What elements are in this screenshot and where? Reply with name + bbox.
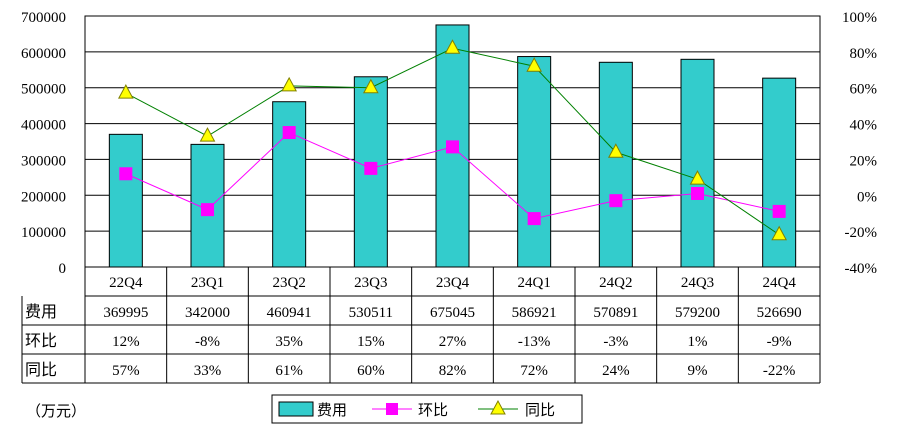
plot-border	[84, 15, 821, 268]
legend-label: 环比	[418, 401, 448, 419]
left-tick-label: 200000	[21, 189, 66, 205]
right-tick-label: -40%	[845, 261, 878, 277]
table-cell: 460941	[267, 305, 312, 321]
table-row-header: 同比	[25, 360, 57, 379]
category-label: 24Q1	[517, 275, 550, 291]
table-cell: 342000	[185, 305, 230, 321]
table-cell: 586921	[512, 305, 557, 321]
category-label: 23Q2	[272, 275, 305, 291]
table-cell: 27%	[439, 334, 467, 350]
right-tick-label: 80%	[850, 46, 878, 62]
category-label: 24Q2	[599, 275, 632, 291]
left-tick-label: 700000	[21, 10, 66, 26]
point-marker	[772, 204, 786, 218]
table-row-header: 环比	[25, 331, 57, 350]
table-cell: 675045	[430, 305, 475, 321]
table-cell: 530511	[349, 305, 393, 321]
bar	[598, 61, 633, 268]
point-marker	[446, 140, 459, 154]
bar	[680, 58, 715, 268]
point-marker	[201, 203, 214, 217]
category-label: 23Q3	[354, 275, 387, 291]
table-cell: 33%	[194, 363, 222, 379]
left-tick-label: 100000	[21, 225, 66, 241]
right-axis-ticks: -40% -20% 0% 20% 40% 60% 80% 100%	[842, 10, 877, 277]
right-tick-label: 0%	[857, 189, 877, 205]
legend: 费用 环比 同比	[271, 394, 583, 424]
point-marker	[444, 39, 461, 54]
table-cell: 61%	[275, 363, 303, 379]
category-label: 23Q1	[191, 275, 224, 291]
table-cell: 570891	[593, 305, 638, 321]
table-cell: 72%	[520, 363, 548, 379]
legend-marker-square	[386, 403, 398, 415]
point-marker	[607, 143, 624, 158]
data-table: 22Q4 23Q1 23Q2 23Q3 23Q4 24Q1 24Q2 24Q3 24Q4 费用 36…	[21, 267, 821, 384]
left-tick-label: 400000	[21, 118, 66, 134]
table-cell: 35%	[275, 334, 303, 350]
point-marker	[526, 57, 543, 72]
legend-marker-triangle	[490, 399, 506, 415]
point-marker	[281, 76, 298, 92]
bar	[108, 133, 143, 268]
category-label: 24Q4	[762, 275, 796, 291]
right-tick-label: -20%	[845, 225, 878, 241]
point-marker	[362, 78, 379, 94]
table-cell: -22%	[763, 363, 796, 379]
point-marker	[119, 167, 133, 181]
point-marker	[609, 194, 623, 208]
left-tick-label: 600000	[21, 46, 66, 62]
legend-label: 费用	[317, 401, 347, 419]
left-tick-label: 500000	[21, 82, 66, 98]
table-cell: 12%	[112, 334, 140, 350]
right-tick-label: 100%	[842, 10, 877, 26]
table-cell: -3%	[603, 334, 628, 350]
table-cell: 57%	[112, 363, 140, 379]
category-label: 23Q4	[436, 275, 470, 291]
right-tick-label: 20%	[850, 153, 878, 169]
unit-label: （万元）	[26, 402, 86, 420]
legend-label: 同比	[525, 401, 555, 419]
point-marker	[282, 126, 296, 140]
left-tick-label: 300000	[21, 153, 66, 169]
table-cell: 15%	[357, 334, 385, 350]
legend-box	[271, 394, 583, 424]
legend-swatch-bar	[278, 401, 314, 417]
table-row-header: 费用	[25, 302, 57, 321]
table-cell: -8%	[195, 334, 220, 350]
left-tick-label: 0	[59, 261, 67, 277]
line-series	[117, 39, 788, 241]
table-cell: -9%	[767, 334, 792, 350]
table-cell: -13%	[518, 334, 551, 350]
table-cell: 369995	[103, 305, 148, 321]
table-cell: 579200	[675, 305, 720, 321]
point-marker	[199, 127, 216, 142]
table-cell: 1%	[688, 334, 708, 350]
table-cell: 9%	[688, 363, 708, 379]
category-label: 24Q3	[681, 275, 714, 291]
point-marker	[689, 170, 706, 185]
table-cell: 24%	[602, 363, 630, 379]
right-tick-label: 60%	[850, 82, 878, 98]
point-marker	[771, 225, 788, 241]
right-tick-label: 40%	[850, 118, 878, 134]
category-label: 22Q4	[109, 275, 143, 291]
bar	[517, 56, 552, 268]
table-cell: 82%	[439, 363, 467, 379]
left-axis-ticks: 0 100000 200000 300000 400000 500000 600000 700…	[21, 10, 66, 277]
table-cell: 60%	[357, 363, 385, 379]
point-marker	[117, 84, 134, 99]
table-cell: 526690	[757, 305, 802, 321]
point-marker	[691, 186, 704, 200]
point-marker	[527, 212, 541, 226]
plot-frame	[84, 15, 821, 268]
point-marker	[364, 161, 378, 175]
